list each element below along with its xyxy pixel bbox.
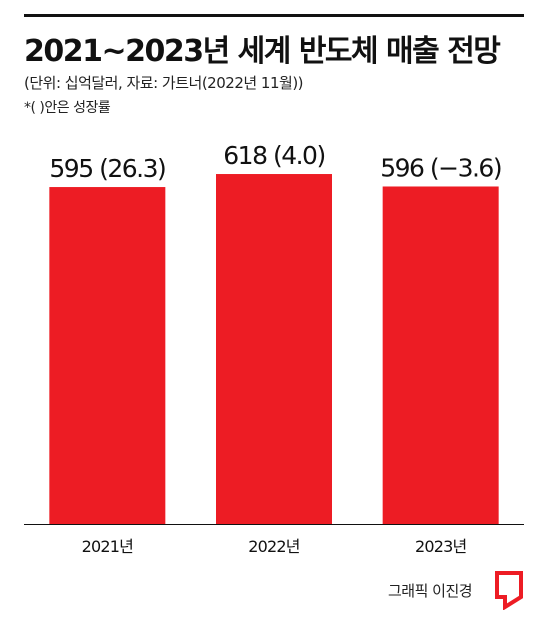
bar-3: [382, 186, 499, 524]
bar-2: [216, 174, 332, 524]
data-label-3: 596 (−3.6): [380, 153, 501, 182]
red-square-logo-icon: [495, 571, 523, 610]
data-label-2: 618 (4.0): [223, 141, 324, 170]
bar-1: [49, 187, 166, 524]
x-tick-label-3: 2023년: [415, 537, 467, 556]
bars-layer: [49, 174, 499, 524]
growth-rate-note: *( )안은 성장률: [24, 100, 111, 116]
x-tick-label-2: 2022년: [248, 537, 300, 556]
labels-layer: 595 (26.3) 2021년 618 (4.0) 2022년 596 (−3.6) 2…: [49, 141, 502, 556]
top-rule: [24, 14, 524, 17]
graphic-credit: 그래픽 이진경: [388, 582, 473, 600]
chart-title: 2021~2023년 세계 반도체 매출 전망: [24, 34, 501, 69]
x-tick-label-1: 2021년: [82, 537, 134, 556]
chart-subtitle: (단위: 십억달러, 자료: 가트너(2022년 11월)): [24, 74, 304, 92]
data-label-1: 595 (26.3): [49, 154, 165, 183]
